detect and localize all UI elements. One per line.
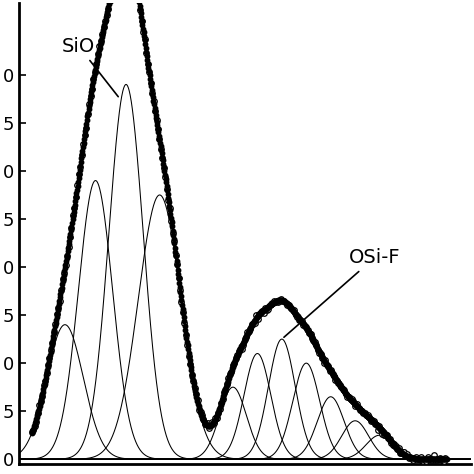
- Text: OSi-F: OSi-F: [284, 248, 401, 337]
- Text: SiO: SiO: [62, 36, 118, 97]
